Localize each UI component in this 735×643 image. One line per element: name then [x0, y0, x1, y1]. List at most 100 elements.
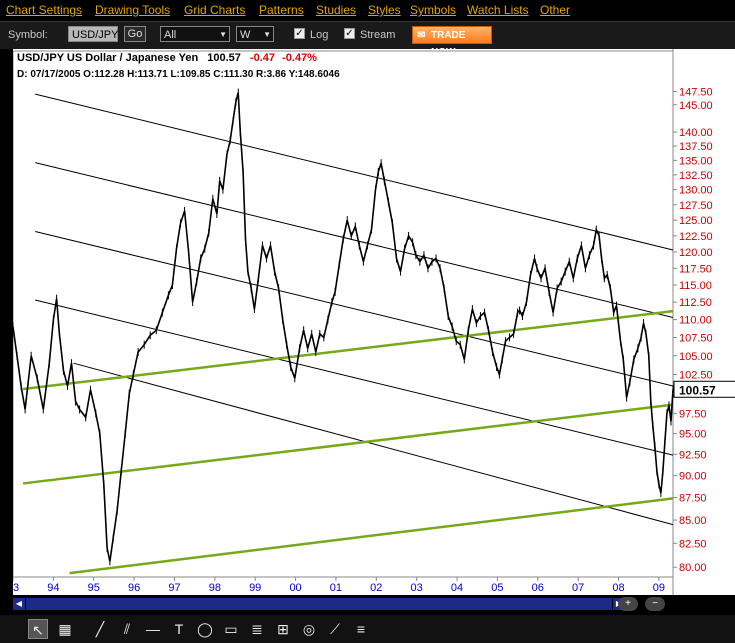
ellipse-tool-icon[interactable]: ◯ — [197, 621, 213, 637]
price-chart[interactable]: 147.50 145.00 140.00 137.50 135.00 132.50 130.… — [13, 49, 735, 595]
y-tick-label: 82.50 — [679, 538, 707, 550]
toolbar: Symbol: USD/JPY Go All ▼ W ▼ ✓ Log ✓ Strea… — [0, 21, 735, 58]
support-line-3 — [69, 497, 674, 575]
chart-area[interactable]: USD/JPY US Dollar / Japanese Yen 100.57 … — [13, 49, 735, 595]
horizontal-line-icon[interactable]: — — [146, 621, 160, 637]
y-tick-label: 115.00 — [679, 280, 712, 292]
x-tick-label: 09 — [653, 582, 665, 594]
menu-patterns[interactable]: Patterns — [259, 3, 304, 17]
drawing-toolbar: ↖ ▦ ╱ ⫽ — T ◯ ▭ ≣ ⊞ ◎ ⟋ ≡ — [0, 615, 735, 643]
x-tick-label: 97 — [168, 582, 180, 594]
y-tick-label: 145.00 — [679, 100, 713, 112]
support-line-1 — [22, 309, 674, 391]
y-tick-label: 117.50 — [679, 263, 712, 275]
y-tick-label: 122.50 — [679, 231, 713, 243]
resistance-line-1 — [35, 93, 674, 251]
x-tick-label: 04 — [451, 582, 463, 594]
trade-now-button[interactable]: ✉ TRADE NOW — [412, 26, 492, 58]
last-price: 100.57 — [207, 52, 241, 64]
x-tick-label: 98 — [209, 582, 221, 594]
stream-checkbox[interactable]: ✓ — [344, 28, 355, 39]
x-tick-label: 08 — [612, 582, 624, 594]
y-tick-label: 80.00 — [679, 562, 707, 574]
menu-studies[interactable]: Studies — [316, 3, 357, 17]
symbol-label: Symbol: — [8, 29, 48, 41]
x-tick-label: 06 — [532, 582, 544, 594]
rectangle-tool-icon[interactable]: ▭ — [224, 621, 238, 637]
y-tick-label: 95.00 — [679, 429, 707, 441]
range-value: All — [164, 29, 177, 41]
y-tick-label: 137.50 — [679, 141, 713, 153]
y-tick-label: 140.00 — [679, 127, 713, 139]
y-tick-label: 105.00 — [679, 351, 713, 363]
gann-tool-icon[interactable]: ⊞ — [277, 621, 289, 637]
change-value: -0.47 — [249, 52, 276, 64]
resistance-line-5 — [73, 362, 674, 526]
chevron-down-icon: ▼ — [263, 30, 271, 39]
y-tick-label: 130.00 — [679, 185, 713, 197]
change-percent: -0.47% — [282, 52, 317, 64]
y-tick-label: 135.00 — [679, 155, 713, 167]
x-tick-label: 02 — [370, 582, 382, 594]
y-tick-label: 120.00 — [679, 247, 713, 259]
price-series — [13, 92, 674, 562]
bottom-bar: ◀ ▶ + − ↖ ▦ ╱ ⫽ — T ◯ ▭ ≣ ⊞ ◎ ⟋ ≡ — [0, 595, 735, 643]
menu-watch-lists[interactable]: Watch Lists — [467, 3, 529, 17]
menu-drawing-tools[interactable]: Drawing Tools — [95, 3, 171, 17]
y-tick-label: 85.00 — [679, 515, 707, 527]
x-tick-label: 99 — [249, 582, 261, 594]
stream-label: Stream — [360, 29, 396, 41]
menu-bar: Chart Settings Drawing Tools Grid Charts Pa… — [0, 0, 735, 21]
log-label: Log — [310, 29, 329, 41]
y-tick-label: 90.00 — [679, 471, 707, 483]
fibonacci-tool-icon[interactable]: ≣ — [251, 621, 263, 637]
chart-header: USD/JPY US Dollar / Japanese Yen 100.57 … — [17, 52, 317, 64]
y-tick-label: 107.50 — [679, 332, 713, 344]
horizontal-scrollbar[interactable] — [26, 598, 612, 610]
y-tick-label: 127.50 — [679, 200, 713, 212]
y-tick-label: 102.50 — [679, 369, 713, 381]
log-checkbox[interactable]: ✓ — [294, 28, 305, 39]
go-button[interactable]: Go — [124, 26, 146, 42]
menu-symbols[interactable]: Symbols — [410, 3, 457, 17]
x-tick-label: 95 — [88, 582, 100, 594]
resistance-line-4 — [35, 299, 674, 456]
x-tick-label: 01 — [330, 582, 342, 594]
x-tick-label: 93 — [13, 582, 19, 594]
y-tick-label: 132.50 — [679, 170, 713, 182]
x-tick-label: 07 — [572, 582, 584, 594]
snapshot-tool-icon[interactable]: ▦ — [58, 621, 72, 637]
ohlc-readout: D: 07/17/2005 O:112.28 H:113.71 L:109.85… — [17, 69, 340, 80]
menu-chart-settings[interactable]: Chart Settings — [6, 3, 83, 17]
menu-other[interactable]: Other — [540, 3, 571, 17]
x-tick-label: 03 — [411, 582, 423, 594]
zoom-in-icon[interactable]: + — [618, 597, 638, 611]
scroll-left-button[interactable]: ◀ — [13, 598, 25, 610]
fan-tool-icon[interactable]: ⟋ — [330, 621, 340, 637]
last-price-box — [673, 380, 735, 398]
text-tool-icon[interactable]: T — [174, 621, 184, 637]
resistance-line-2 — [35, 162, 674, 318]
y-tick-label: 112.50 — [679, 297, 712, 309]
x-tick-label: 00 — [289, 582, 301, 594]
y-tick-label: 92.50 — [679, 449, 707, 461]
cursor-tool-icon[interactable]: ↖ — [28, 619, 48, 639]
parallel-lines-icon[interactable]: ⫽ — [123, 621, 131, 637]
y-tick-label: 87.50 — [679, 493, 707, 505]
period-value: W — [240, 29, 251, 41]
symbol-input[interactable]: USD/JPY — [68, 26, 118, 42]
x-tick-label: 96 — [128, 582, 140, 594]
menu-styles[interactable]: Styles — [368, 3, 401, 17]
cycle-tool-icon[interactable]: ◎ — [302, 621, 316, 637]
resistance-line-3 — [35, 230, 674, 387]
speed-lines-icon[interactable]: ≡ — [356, 621, 366, 637]
last-price-label: 100.57 — [679, 383, 716, 397]
range-select[interactable]: All ▼ — [160, 26, 230, 42]
period-select[interactable]: W ▼ — [236, 26, 274, 42]
x-tick-label: 05 — [491, 582, 503, 594]
zoom-out-icon[interactable]: − — [645, 597, 665, 611]
x-tick-label: 94 — [47, 582, 59, 594]
support-line-2 — [22, 403, 674, 485]
menu-grid-charts[interactable]: Grid Charts — [184, 3, 246, 17]
line-tool-icon[interactable]: ╱ — [95, 621, 105, 637]
